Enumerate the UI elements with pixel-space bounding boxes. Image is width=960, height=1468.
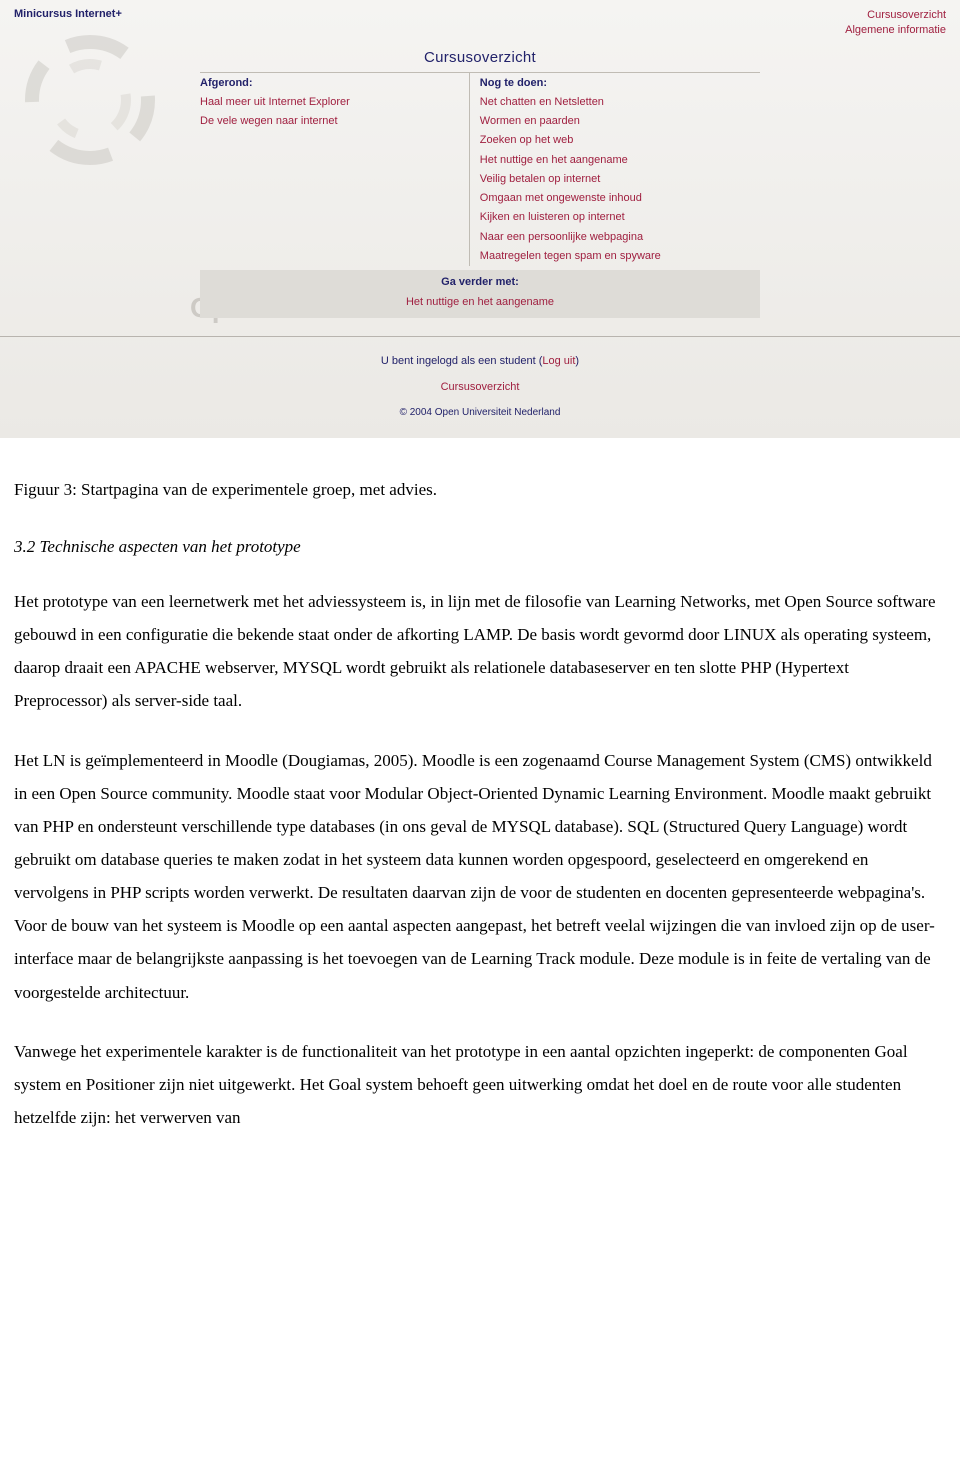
- continue-panel: Ga verder met: Het nuttige en het aangen…: [200, 270, 760, 318]
- todo-item[interactable]: Maatregelen tegen spam en spyware: [480, 247, 760, 266]
- todo-item[interactable]: Omgaan met ongewenste inhoud: [480, 189, 760, 208]
- course-app-screenshot: Op Minicursus Internet+ Cursusoverzicht …: [0, 0, 960, 438]
- section-heading: 3.2 Technische aspecten van het prototyp…: [14, 530, 946, 563]
- todo-item[interactable]: Zoeken op het web: [480, 131, 760, 150]
- paragraph: Het prototype van een leernetwerk met he…: [14, 585, 946, 718]
- todo-item[interactable]: Veilig betalen op internet: [480, 170, 760, 189]
- paragraph: Vanwege het experimentele karakter is de…: [14, 1035, 946, 1134]
- todo-heading: Nog te doen:: [480, 77, 760, 89]
- decorative-swirl: [20, 30, 160, 170]
- course-overview-panel: Cursusoverzicht Afgerond: Haal meer uit …: [200, 49, 760, 318]
- app-footer: U bent ingelogd als een student (Log uit…: [0, 336, 960, 430]
- paper-body: Figuur 3: Startpagina van de experimente…: [0, 438, 960, 1134]
- paragraph: Het LN is geïmplementeerd in Moodle (Dou…: [14, 744, 946, 1009]
- todo-item[interactable]: Het nuttige en het aangename: [480, 151, 760, 170]
- copyright-text: © 2004 Open Universiteit Nederland: [0, 407, 960, 418]
- overview-title: Cursusoverzicht: [200, 49, 760, 66]
- login-status-suffix: ): [575, 355, 579, 367]
- figure-caption: Figuur 3: Startpagina van de experimente…: [14, 478, 946, 502]
- logout-link[interactable]: Log uit: [542, 355, 575, 367]
- continue-link[interactable]: Het nuttige en het aangename: [200, 296, 760, 308]
- nav-link-general-info[interactable]: Algemene informatie: [845, 23, 946, 38]
- nav-link-overview[interactable]: Cursusoverzicht: [845, 8, 946, 23]
- todo-item[interactable]: Net chatten en Netsletten: [480, 93, 760, 112]
- todo-item[interactable]: Wormen en paarden: [480, 112, 760, 131]
- completed-heading: Afgerond:: [200, 77, 459, 89]
- todo-item[interactable]: Naar een persoonlijke webpagina: [480, 228, 760, 247]
- completed-item[interactable]: Haal meer uit Internet Explorer: [200, 93, 459, 112]
- todo-item[interactable]: Kijken en luisteren op internet: [480, 208, 760, 227]
- header-nav: Cursusoverzicht Algemene informatie: [845, 8, 946, 39]
- footer-overview-link[interactable]: Cursusoverzicht: [441, 381, 520, 393]
- login-status-text: U bent ingelogd als een student (: [381, 355, 542, 367]
- todo-column: Nog te doen: Net chatten en Netsletten W…: [469, 72, 760, 266]
- continue-heading: Ga verder met:: [200, 276, 760, 288]
- login-status: U bent ingelogd als een student (Log uit…: [0, 355, 960, 367]
- completed-item[interactable]: De vele wegen naar internet: [200, 112, 459, 131]
- app-header: Minicursus Internet+ Cursusoverzicht Alg…: [0, 0, 960, 39]
- site-title: Minicursus Internet+: [14, 8, 122, 20]
- completed-column: Afgerond: Haal meer uit Internet Explore…: [200, 72, 469, 266]
